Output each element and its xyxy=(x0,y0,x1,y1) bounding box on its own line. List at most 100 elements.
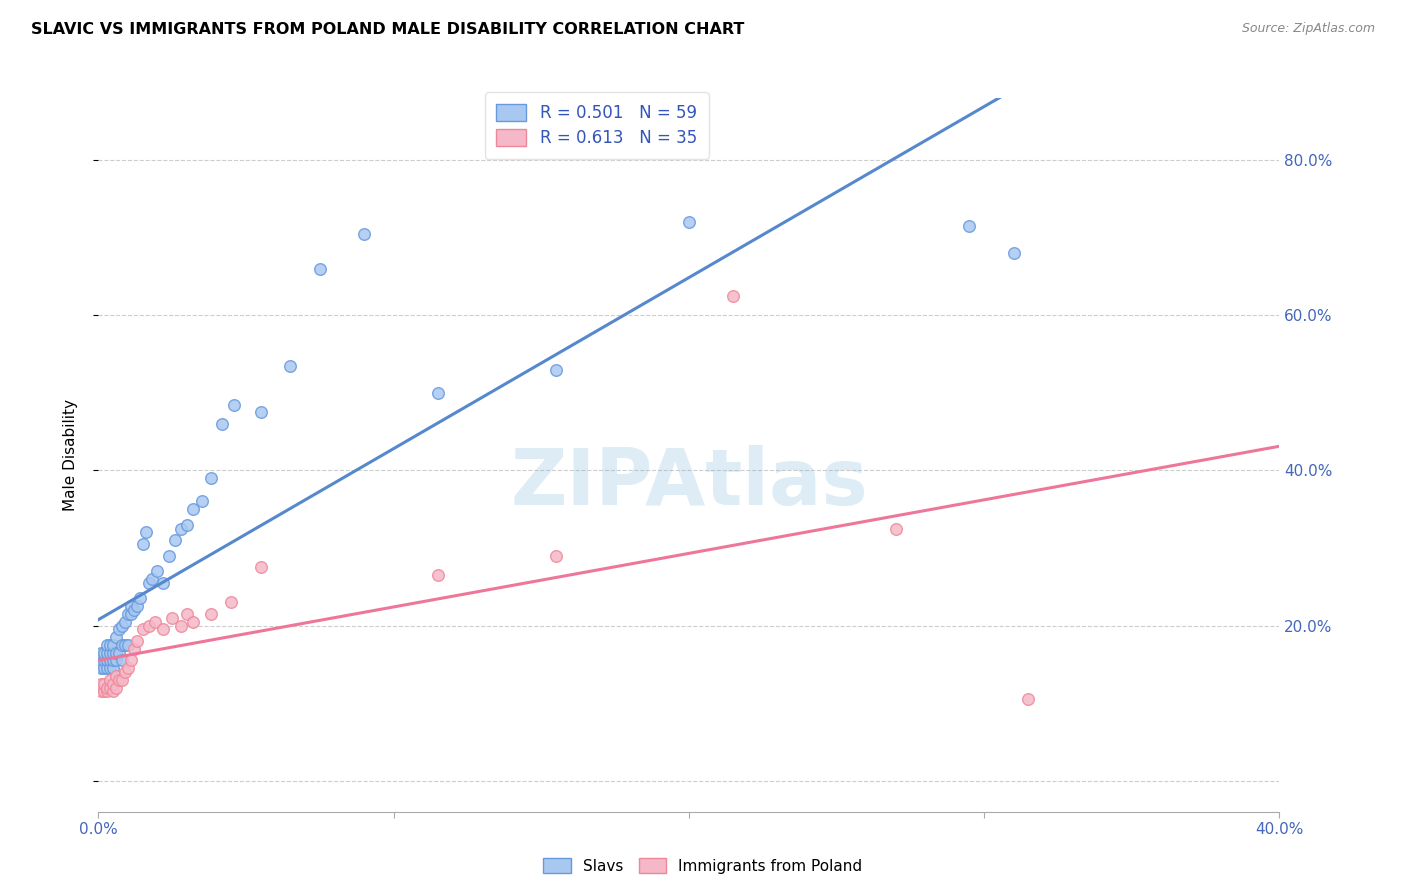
Point xyxy=(90,684,112,698)
Point xyxy=(546,549,568,563)
Point xyxy=(157,549,180,563)
Legend: R = 0.501   N = 59, R = 0.613   N = 35: R = 0.501 N = 59, R = 0.613 N = 35 xyxy=(485,92,709,159)
Point xyxy=(120,607,142,621)
Point xyxy=(138,618,160,632)
Point xyxy=(111,638,134,652)
Point xyxy=(122,641,145,656)
Y-axis label: Male Disability: Male Disability xyxy=(63,399,77,511)
Point xyxy=(191,494,214,508)
Text: SLAVIC VS IMMIGRANTS FROM POLAND MALE DISABILITY CORRELATION CHART: SLAVIC VS IMMIGRANTS FROM POLAND MALE DI… xyxy=(31,22,744,37)
Point xyxy=(211,417,233,431)
Point xyxy=(103,661,125,675)
Point xyxy=(103,677,125,691)
Point xyxy=(90,661,112,675)
Point xyxy=(96,653,118,667)
Point xyxy=(162,611,183,625)
Point xyxy=(959,219,981,233)
Point xyxy=(546,362,568,376)
Point xyxy=(181,615,204,629)
Point xyxy=(108,623,131,637)
Point xyxy=(117,661,139,675)
Point xyxy=(146,564,169,578)
Text: ZIPAtlas: ZIPAtlas xyxy=(510,445,868,522)
Point xyxy=(200,471,222,485)
Point xyxy=(1002,246,1025,260)
Point xyxy=(90,653,112,667)
Point xyxy=(181,502,204,516)
Point xyxy=(117,638,139,652)
Point xyxy=(138,575,160,590)
Point xyxy=(103,653,125,667)
Point xyxy=(132,623,155,637)
Point xyxy=(176,607,198,621)
Point xyxy=(135,525,157,540)
Point xyxy=(200,607,222,621)
Point xyxy=(93,646,115,660)
Point xyxy=(170,618,193,632)
Point xyxy=(141,572,163,586)
Point xyxy=(111,673,134,687)
Point xyxy=(114,665,136,679)
Legend: Slavs, Immigrants from Poland: Slavs, Immigrants from Poland xyxy=(537,852,869,880)
Point xyxy=(105,653,128,667)
Point xyxy=(250,405,273,419)
Point xyxy=(111,618,134,632)
Point xyxy=(108,646,131,660)
Text: Source: ZipAtlas.com: Source: ZipAtlas.com xyxy=(1241,22,1375,36)
Point xyxy=(250,560,273,574)
Point xyxy=(122,603,145,617)
Point xyxy=(280,359,302,373)
Point xyxy=(353,227,375,241)
Point xyxy=(98,646,121,660)
Point xyxy=(176,517,198,532)
Point xyxy=(111,653,134,667)
Point xyxy=(427,385,450,400)
Point xyxy=(103,684,125,698)
Point xyxy=(221,595,243,609)
Point xyxy=(105,681,128,695)
Point xyxy=(723,289,745,303)
Point xyxy=(98,673,121,687)
Point xyxy=(96,646,118,660)
Point xyxy=(103,638,125,652)
Point xyxy=(427,568,450,582)
Point xyxy=(120,653,142,667)
Point xyxy=(96,638,118,652)
Point xyxy=(93,653,115,667)
Point xyxy=(1018,692,1040,706)
Point xyxy=(114,638,136,652)
Point xyxy=(132,537,155,551)
Point xyxy=(152,623,174,637)
Point xyxy=(98,681,121,695)
Point xyxy=(120,599,142,614)
Point xyxy=(884,522,907,536)
Point xyxy=(93,661,115,675)
Point xyxy=(128,591,150,606)
Point xyxy=(143,615,166,629)
Point xyxy=(98,653,121,667)
Point xyxy=(96,681,118,695)
Point xyxy=(170,522,193,536)
Point xyxy=(125,599,148,614)
Point xyxy=(165,533,187,548)
Point xyxy=(117,607,139,621)
Point xyxy=(93,677,115,691)
Point xyxy=(98,661,121,675)
Point xyxy=(90,646,112,660)
Point xyxy=(90,677,112,691)
Point xyxy=(105,646,128,660)
Point xyxy=(105,630,128,644)
Point xyxy=(93,684,115,698)
Point xyxy=(125,634,148,648)
Point xyxy=(98,638,121,652)
Point xyxy=(96,684,118,698)
Point xyxy=(114,615,136,629)
Point xyxy=(309,261,332,276)
Point xyxy=(103,646,125,660)
Point xyxy=(96,661,118,675)
Point xyxy=(152,575,174,590)
Point xyxy=(224,397,246,411)
Point xyxy=(108,673,131,687)
Point xyxy=(678,215,700,229)
Point xyxy=(105,669,128,683)
